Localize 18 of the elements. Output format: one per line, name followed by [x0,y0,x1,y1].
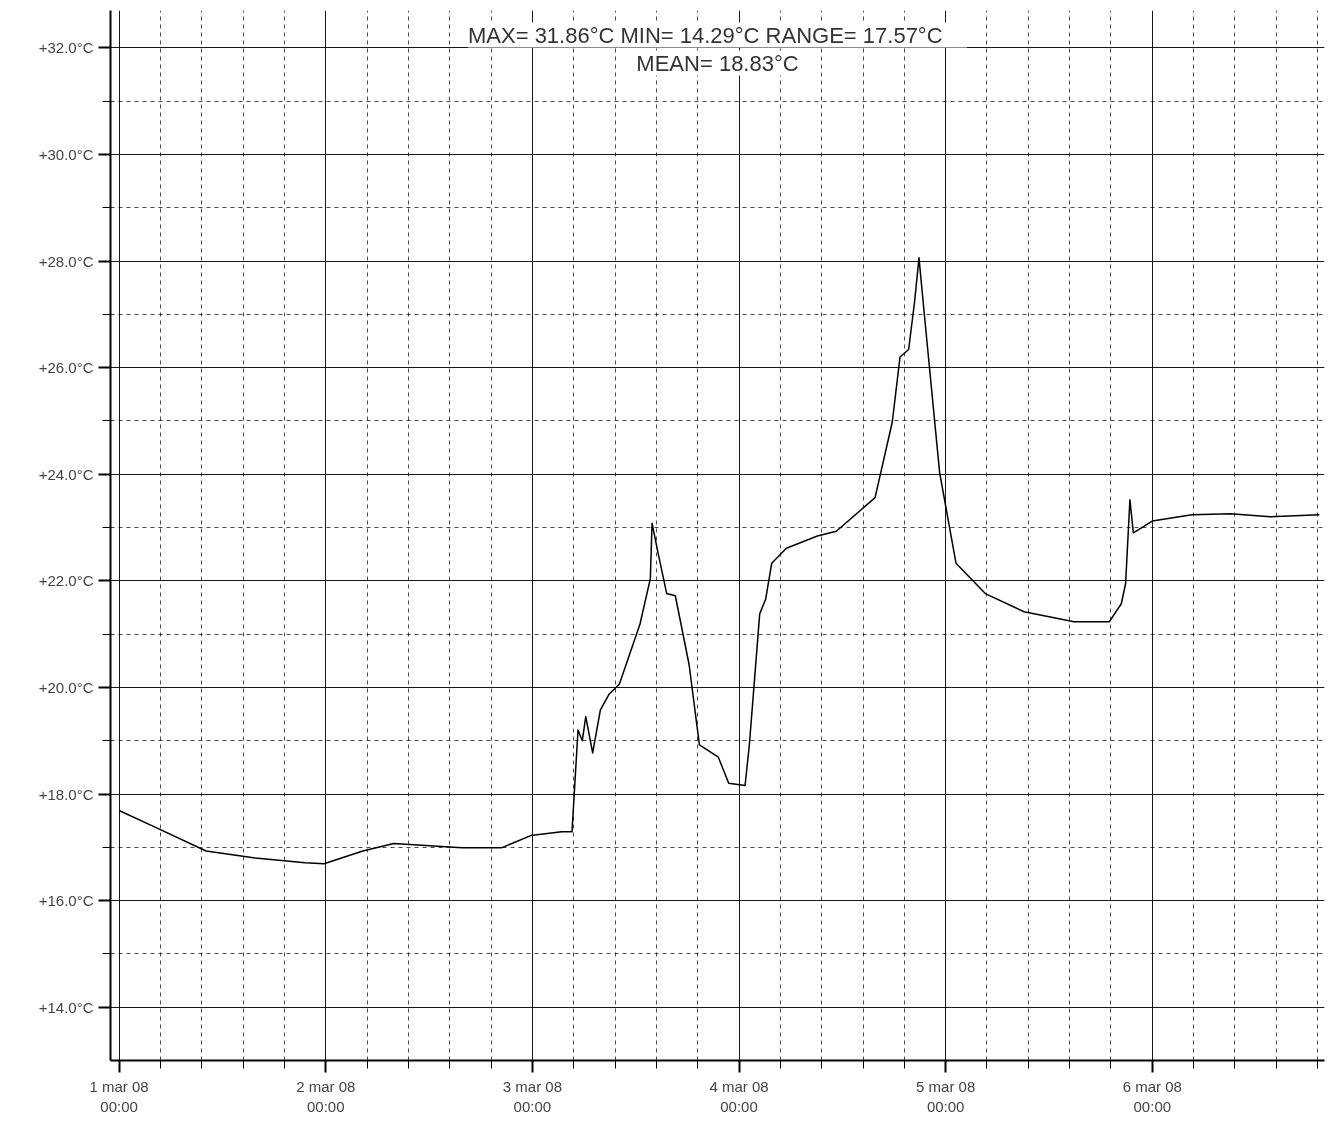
annotation: MAX= 31.86°C MIN= 14.29°C RANGE= 17.57°C [468,22,943,48]
y-tick-label: +22.0°C [38,572,94,590]
y-tick-label: +18.0°C [38,785,94,803]
y-tick-label: +24.0°C [38,465,94,483]
y-tick-label: +28.0°C [38,252,94,270]
y-tick-label: +26.0°C [38,359,94,377]
x-tick-label: 6 mar 08 00:00 [1122,1077,1182,1115]
y-tick-label: +32.0°C [38,39,94,57]
x-tick-label: 1 mar 08 00:00 [89,1077,149,1115]
x-tick-label: 4 mar 08 00:00 [709,1077,769,1115]
y-tick-label: +20.0°C [38,678,94,696]
x-tick-label: 5 mar 08 00:00 [916,1077,976,1115]
y-tick-label: +14.0°C [38,998,94,1016]
x-tick-label: 3 mar 08 00:00 [502,1077,562,1115]
annotation: MEAN= 18.83°C [636,50,799,76]
y-tick-label: +16.0°C [38,892,94,910]
y-tick-label: +30.0°C [38,145,94,163]
x-tick-label: 2 mar 08 00:00 [296,1077,356,1115]
